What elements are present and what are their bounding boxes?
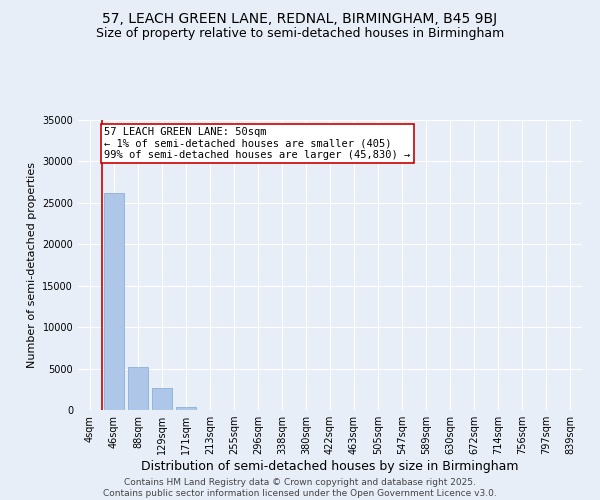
- Text: 57 LEACH GREEN LANE: 50sqm
← 1% of semi-detached houses are smaller (405)
99% of: 57 LEACH GREEN LANE: 50sqm ← 1% of semi-…: [104, 126, 410, 160]
- Bar: [104, 193, 124, 410]
- Bar: [128, 367, 148, 410]
- Text: Contains HM Land Registry data © Crown copyright and database right 2025.
Contai: Contains HM Land Registry data © Crown c…: [103, 478, 497, 498]
- Bar: [176, 406, 196, 410]
- X-axis label: Distribution of semi-detached houses by size in Birmingham: Distribution of semi-detached houses by …: [141, 460, 519, 473]
- Text: 57, LEACH GREEN LANE, REDNAL, BIRMINGHAM, B45 9BJ: 57, LEACH GREEN LANE, REDNAL, BIRMINGHAM…: [103, 12, 497, 26]
- Text: Size of property relative to semi-detached houses in Birmingham: Size of property relative to semi-detach…: [96, 28, 504, 40]
- Bar: [152, 388, 172, 410]
- Y-axis label: Number of semi-detached properties: Number of semi-detached properties: [27, 162, 37, 368]
